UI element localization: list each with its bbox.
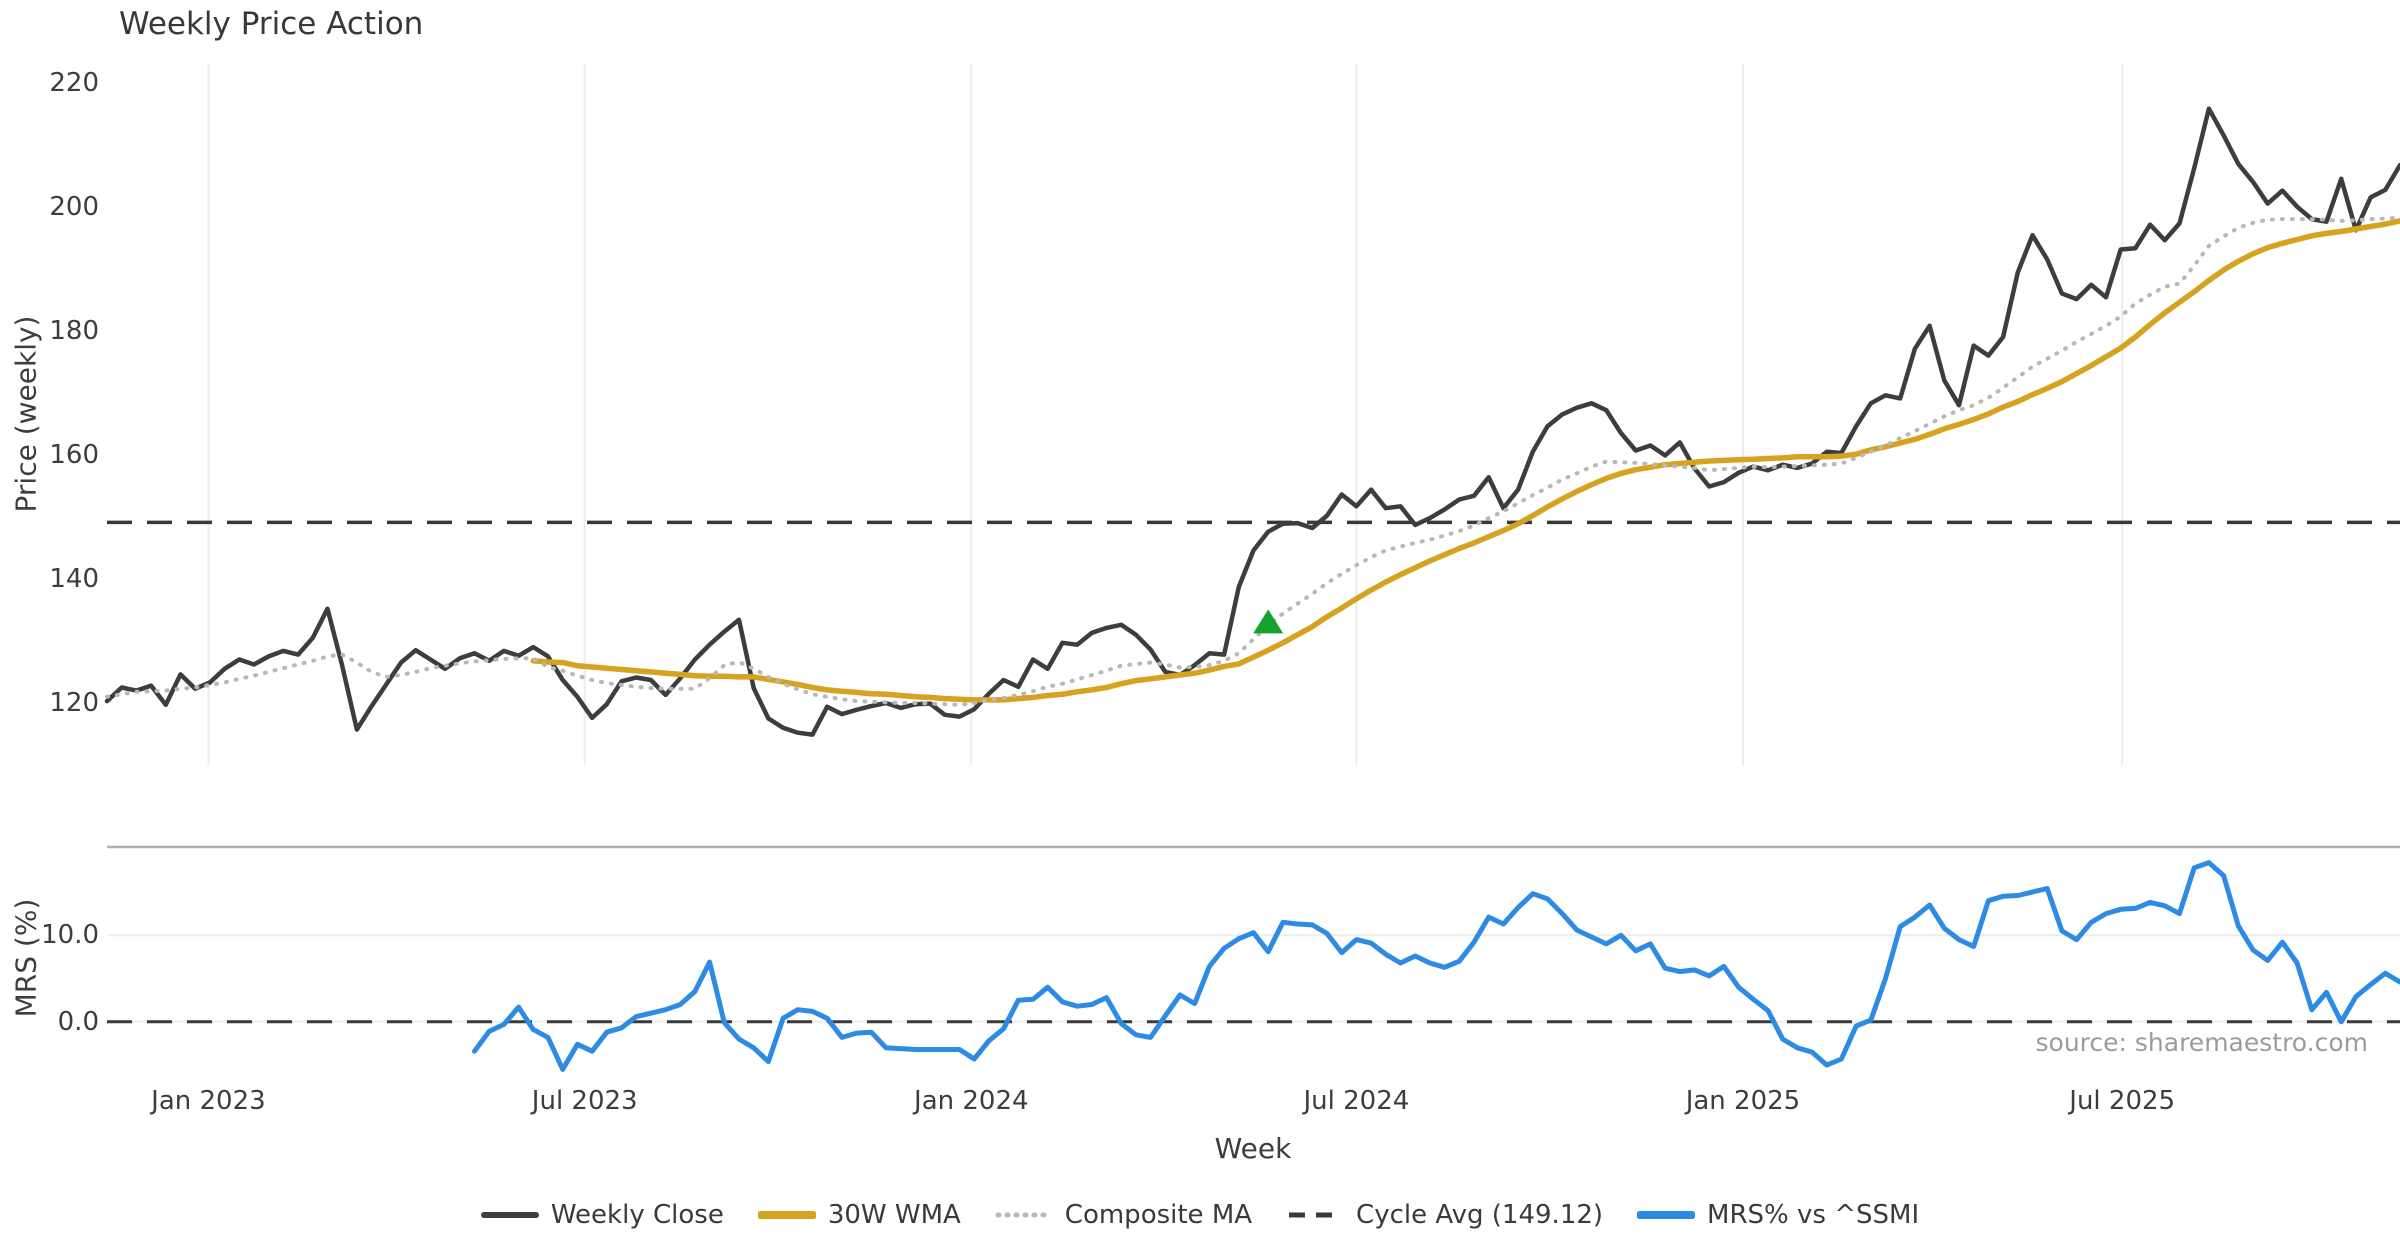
legend-item-30w-wma: 30W WMA: [757, 1200, 961, 1230]
price-tick-label: 200: [49, 191, 99, 222]
week-tick-label: Jan 2023: [151, 1086, 266, 1116]
legend-swatch-mrs-vs-ssmi: [1637, 1211, 1696, 1219]
price-tick-label: 160: [49, 439, 99, 470]
week-tick-label: Jul 2025: [2069, 1086, 2176, 1116]
legend-item-mrs-vs-ssmi: MRS% vs ^SSMI: [1637, 1200, 1919, 1230]
mrs-tick-label: 10.0: [41, 920, 99, 951]
series-mrs-vs-ssmi: [472, 860, 2400, 1072]
series-composite-ma: [105, 215, 2400, 707]
mrs-tick-label: 0.0: [57, 1006, 99, 1037]
legend-swatch-composite-ma: [995, 1212, 1053, 1218]
legend-label-composite-ma: Composite MA: [1064, 1200, 1253, 1230]
price-tick-label: 220: [49, 67, 99, 98]
legend-swatch-weekly-close: [480, 1212, 539, 1218]
legend-label-cycle-avg-149-12: Cycle Avg (149.12): [1356, 1200, 1604, 1230]
week-tick-label: Jul 2024: [1303, 1086, 1410, 1116]
legend-swatch-cycle-avg-149-12: [1289, 1212, 1342, 1218]
legend-label-30w-wma: 30W WMA: [827, 1200, 961, 1230]
series-weekly-close: [104, 106, 2400, 737]
chart-title: Weekly Price Action: [119, 6, 424, 42]
price-tick-label: 120: [49, 687, 99, 718]
legend-item-cycle-avg-149-12: Cycle Avg (149.12): [1286, 1200, 1603, 1230]
price-tick-label: 180: [49, 315, 99, 346]
week-axis-label: Week: [1214, 1132, 1292, 1165]
source-note: source: sharemaestro.com: [2035, 1028, 2369, 1057]
legend-swatch-30w-wma: [757, 1211, 816, 1219]
series-30w-wma: [530, 218, 2400, 703]
legend-item-composite-ma: Composite MA: [995, 1200, 1252, 1230]
week-axis-tick-labels: Jan 2023 Jul 2023 Jan 2024 Jul 2024 Jan 2025…: [0, 1086, 2400, 1120]
legend: Weekly Close 30W WMA Composite MA Cycle Avg…: [0, 1200, 2400, 1230]
price-tick-label: 140: [49, 563, 99, 594]
mrs-axis-label: MRS (%): [9, 898, 43, 1018]
week-tick-label: Jan 2024: [914, 1086, 1029, 1116]
legend-label-mrs-vs-ssmi: MRS% vs ^SSMI: [1707, 1200, 1920, 1230]
legend-item-weekly-close: Weekly Close: [480, 1200, 724, 1230]
legend-label-weekly-close: Weekly Close: [550, 1200, 724, 1230]
week-tick-label: Jan 2025: [1685, 1086, 1801, 1116]
buy-signal-triangle-icon: [1253, 609, 1284, 634]
week-tick-label: Jul 2023: [531, 1086, 638, 1116]
